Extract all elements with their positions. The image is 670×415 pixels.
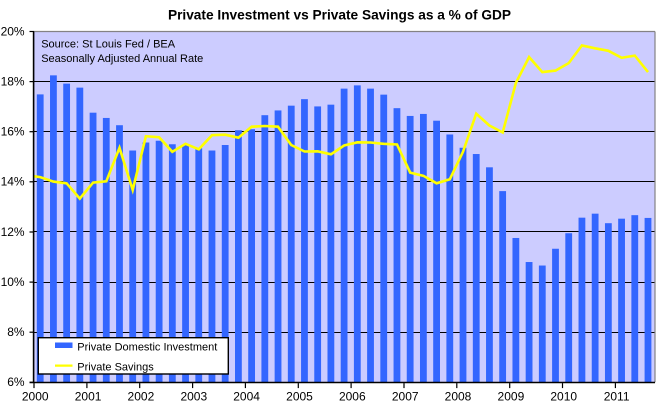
svg-text:2007: 2007: [392, 389, 419, 403]
svg-text:2009: 2009: [498, 389, 525, 403]
svg-text:2004: 2004: [233, 389, 260, 403]
svg-text:Source: St Louis Fed / BEA: Source: St Louis Fed / BEA: [41, 39, 176, 51]
svg-text:14%: 14%: [1, 175, 25, 189]
svg-text:16%: 16%: [1, 125, 25, 139]
svg-text:10%: 10%: [1, 275, 25, 289]
svg-text:2001: 2001: [75, 389, 102, 403]
svg-text:12%: 12%: [1, 225, 25, 239]
svg-text:Private Savings: Private Savings: [77, 362, 154, 374]
svg-text:18%: 18%: [1, 75, 25, 89]
svg-text:2000: 2000: [22, 389, 49, 403]
svg-text:20%: 20%: [1, 24, 25, 38]
svg-text:2011: 2011: [604, 389, 630, 403]
svg-text:2006: 2006: [339, 389, 366, 403]
svg-text:Seasonally Adjusted Annual Rat: Seasonally Adjusted Annual Rate: [41, 53, 203, 65]
svg-text:Private Investment vs Private: Private Investment vs Private Savings as…: [168, 7, 511, 22]
svg-text:2003: 2003: [180, 389, 207, 403]
svg-text:2005: 2005: [286, 389, 313, 403]
svg-text:2008: 2008: [445, 389, 472, 403]
svg-text:Private Domestic Investment: Private Domestic Investment: [77, 342, 217, 354]
svg-text:2002: 2002: [128, 389, 155, 403]
svg-text:6%: 6%: [7, 375, 25, 389]
svg-text:2010: 2010: [550, 389, 577, 403]
svg-text:8%: 8%: [7, 325, 25, 339]
